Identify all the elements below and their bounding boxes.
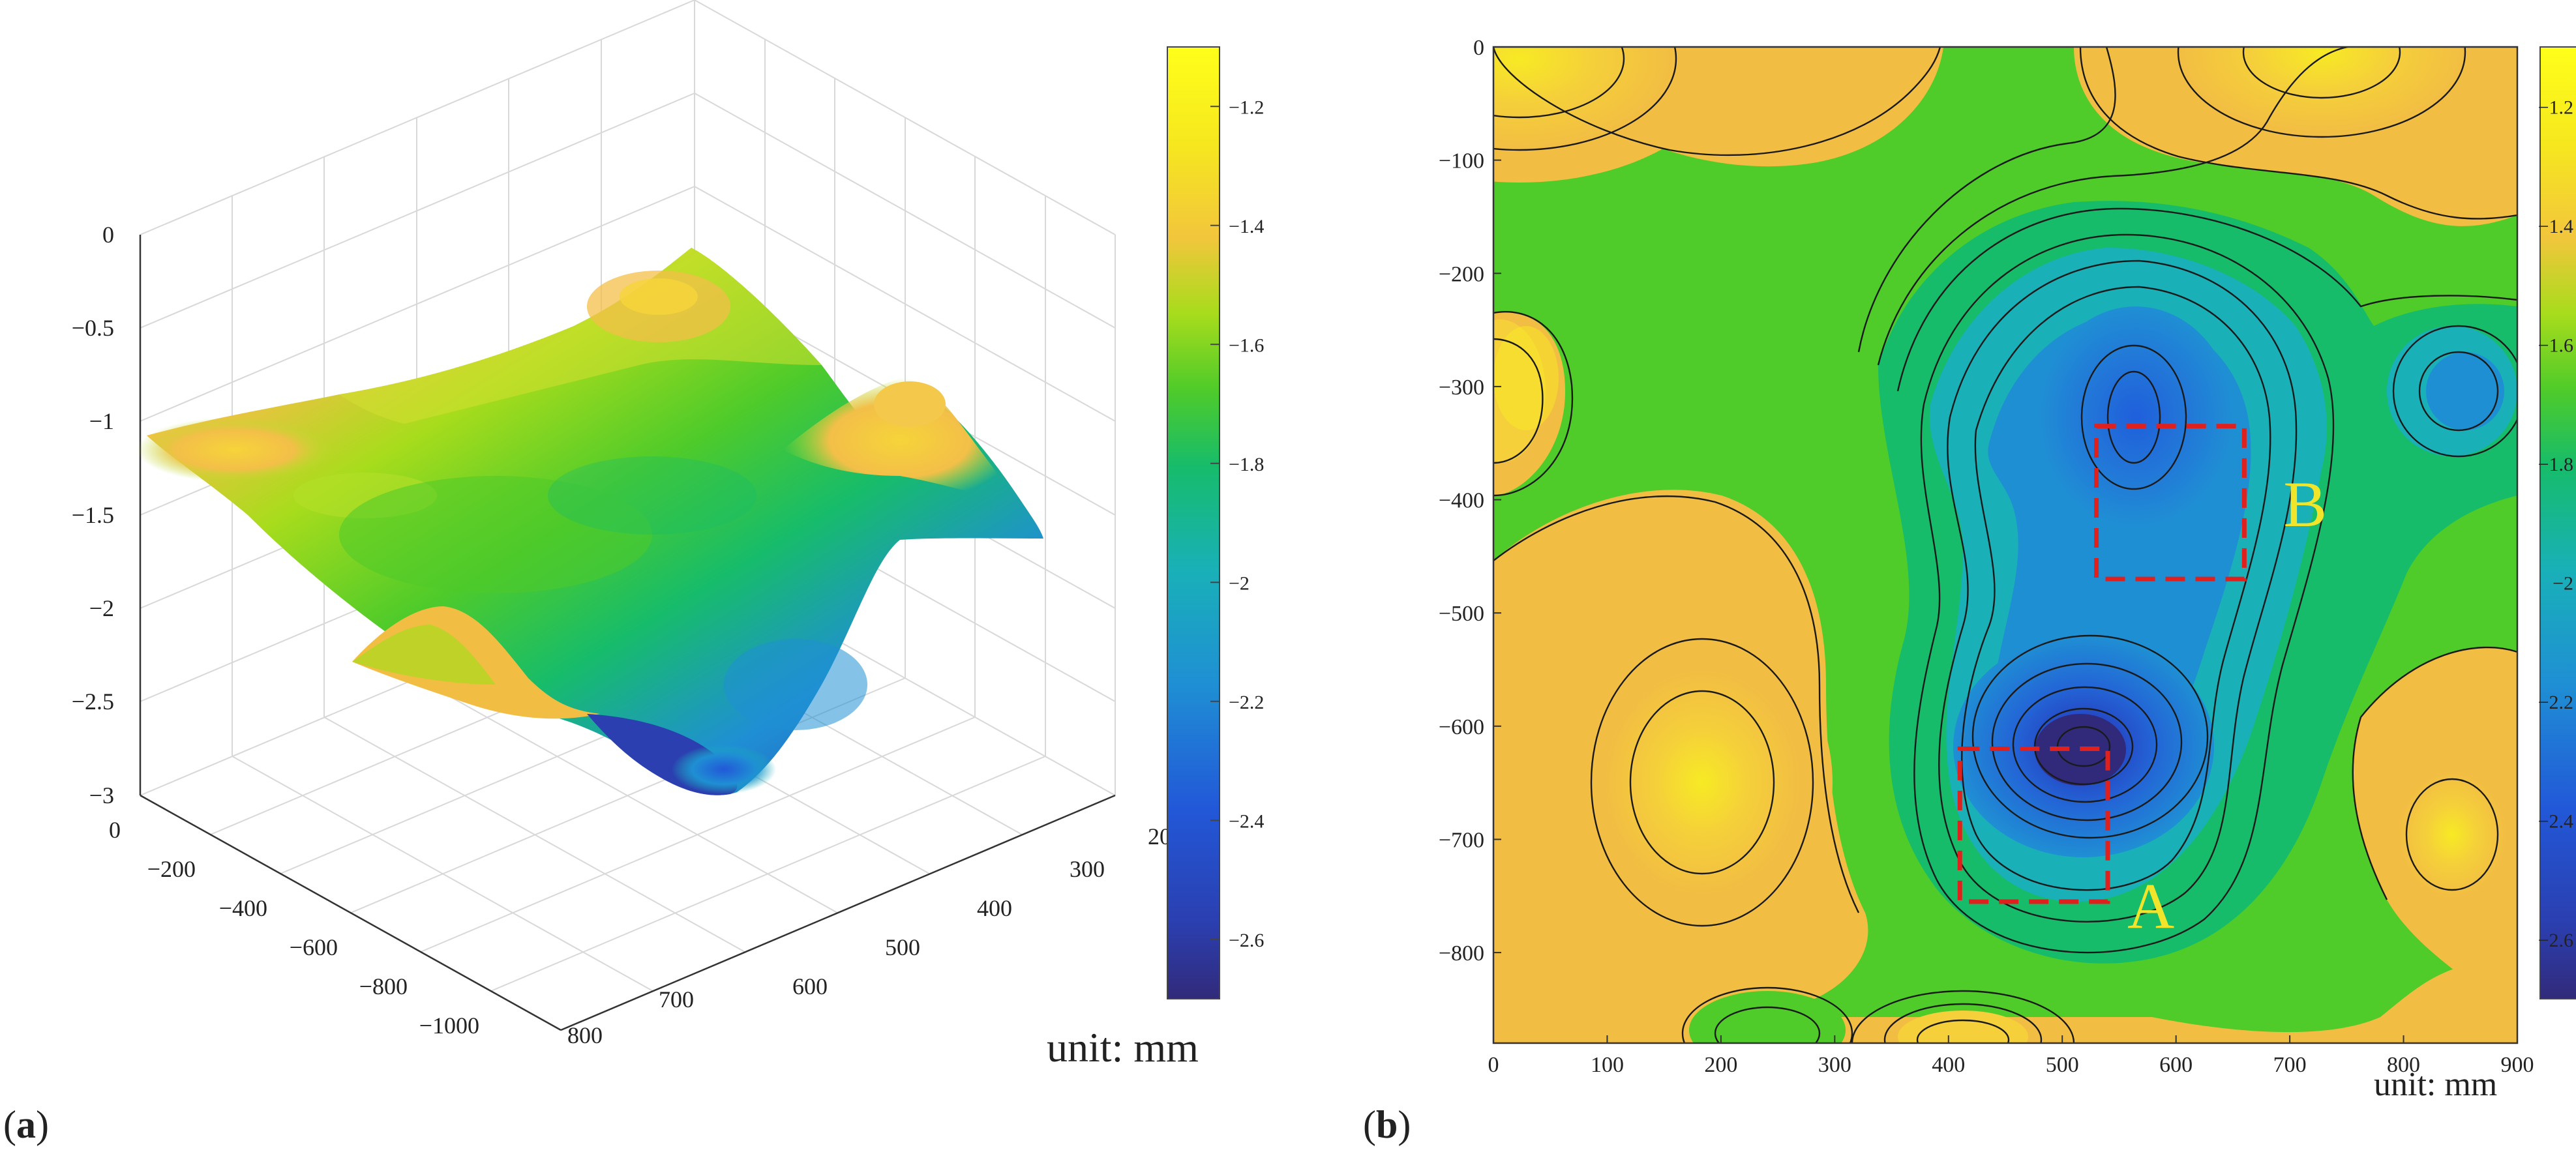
contour-y-ticks: 0 −100 −200 −300 −400 −500 −600 −700 −800 [1439,36,1501,966]
region-label-b: B [2283,468,2327,540]
x-tick-label: 300 [1818,1053,1851,1077]
contour-field [1493,47,2517,1043]
x-tick: 0 [109,817,121,843]
region-box-b [2094,424,2247,582]
z-tick: 0 [102,222,114,248]
y-tick-label: 0 [1473,36,1484,60]
surface-right-hump [783,378,1017,502]
colorbar-tick-label: −1.4 [1229,216,1264,237]
surface-axes [139,235,1116,1031]
x-tick: −600 [290,934,338,960]
colorbar-tick-label: −2.2 [1229,692,1264,713]
colorbar-tick-label: −1.6 [1229,334,1264,356]
x-tick-label: 0 [1488,1053,1499,1077]
contour-x-ticks: 0 100 200 300 400 500 600 700 800 900 [1488,1035,2534,1077]
x-tick-label: 500 [2046,1053,2079,1077]
region-box-a [1957,746,2110,904]
region-label-a: A [2127,870,2174,942]
y-tick-label: −500 [1439,602,1484,626]
x-tick-label: 800 [2387,1053,2420,1077]
x-tick-label: 400 [1932,1053,1965,1077]
panel-label-a: (a) [3,1103,49,1146]
x-tick: −1000 [419,1012,479,1039]
y-tick: 600 [792,973,828,999]
y-tick: 300 [1070,856,1105,882]
colorbar-tick-label: −1.6 [2538,334,2573,356]
y-tick: 800 [567,1022,603,1048]
y-tick-label: −100 [1439,149,1484,173]
region-boxes: AB [1957,424,2327,942]
unit-label-a: unit: mm [1047,1024,1199,1071]
z-tick: −0.5 [72,315,114,341]
x-tick: −800 [359,973,408,999]
y-axis-ticks: 200 300 400 500 600 700 800 [567,823,1183,1048]
z-tick: −1 [89,408,114,434]
colorbar-tick-label: −2.4 [1229,810,1264,832]
colorbar-tick-label: −2.6 [2538,930,2573,951]
colorbar-a: −1.2 −1.4 −1.6 −1.8 −2 −2.2 −2.4 −2.6 [1167,46,1264,999]
z-tick: −3 [89,782,114,808]
colorbar-tick-label: −2 [2553,572,2573,594]
y-tick: 500 [885,934,920,960]
x-axis-ticks: 0 −200 −400 −600 −800 −1000 [109,817,479,1039]
x-tick-label: 600 [2159,1053,2193,1077]
z-tick: −1.5 [72,502,114,528]
surface-mesh [137,248,1043,795]
panel-label-b: (b) [1363,1103,1411,1146]
y-tick-label: −300 [1439,376,1484,400]
x-tick-label: 900 [2501,1053,2534,1077]
colorbar-tick-label: −1.4 [2538,216,2573,237]
z-axis-ticks: 0 −0.5 −1 −1.5 −2 −2.5 −3 [72,222,114,808]
colorbar-b [2539,46,2576,999]
x-tick: −400 [219,895,267,921]
y-tick-label: −400 [1439,489,1484,513]
y-tick-label: −600 [1439,715,1484,739]
colorbar-b-ticks: −1.2 −1.4 −1.6 −1.8 −2 −2.2 −2.4 −2.6 [2538,96,2573,951]
y-tick-label: −700 [1439,828,1484,852]
panel-a-surface-plot: 0 −0.5 −1 −1.5 −2 −2.5 −3 0 −200 −400 −6… [3,0,1264,1146]
x-tick-label: 200 [1704,1053,1737,1077]
colorbar-tick-label: −2.2 [2538,692,2573,713]
x-tick-label: 700 [2273,1053,2307,1077]
contour-lines [1493,47,2517,1043]
colorbar-tick-label: −2.6 [1229,930,1264,951]
unit-label-b: unit: mm [2374,1066,2497,1103]
colorbar-tick-label: −2 [1229,572,1250,594]
colorbar-tick-label: −1.8 [1229,454,1264,475]
colorbar-tick-label: −1.2 [1229,96,1264,118]
z-tick: −2.5 [72,688,114,715]
contour-frame [1492,46,2519,1044]
z-tick: −2 [89,595,114,621]
y-tick-label: −800 [1439,941,1484,966]
panel-b-contour-plot: AB 0 100 200 300 400 500 600 700 800 900 0−100−20… [1363,36,2576,1146]
colorbar-tick-label: −1.8 [2538,454,2573,475]
y-tick: 400 [977,895,1012,921]
colorbar-tick-label: −2.4 [2538,810,2573,832]
y-tick-label: −200 [1439,262,1484,286]
colorbar-tick-label: −1.2 [2538,96,2573,118]
x-tick-label: 100 [1591,1053,1624,1077]
x-tick: −200 [147,856,196,882]
y-tick: 700 [659,986,694,1012]
